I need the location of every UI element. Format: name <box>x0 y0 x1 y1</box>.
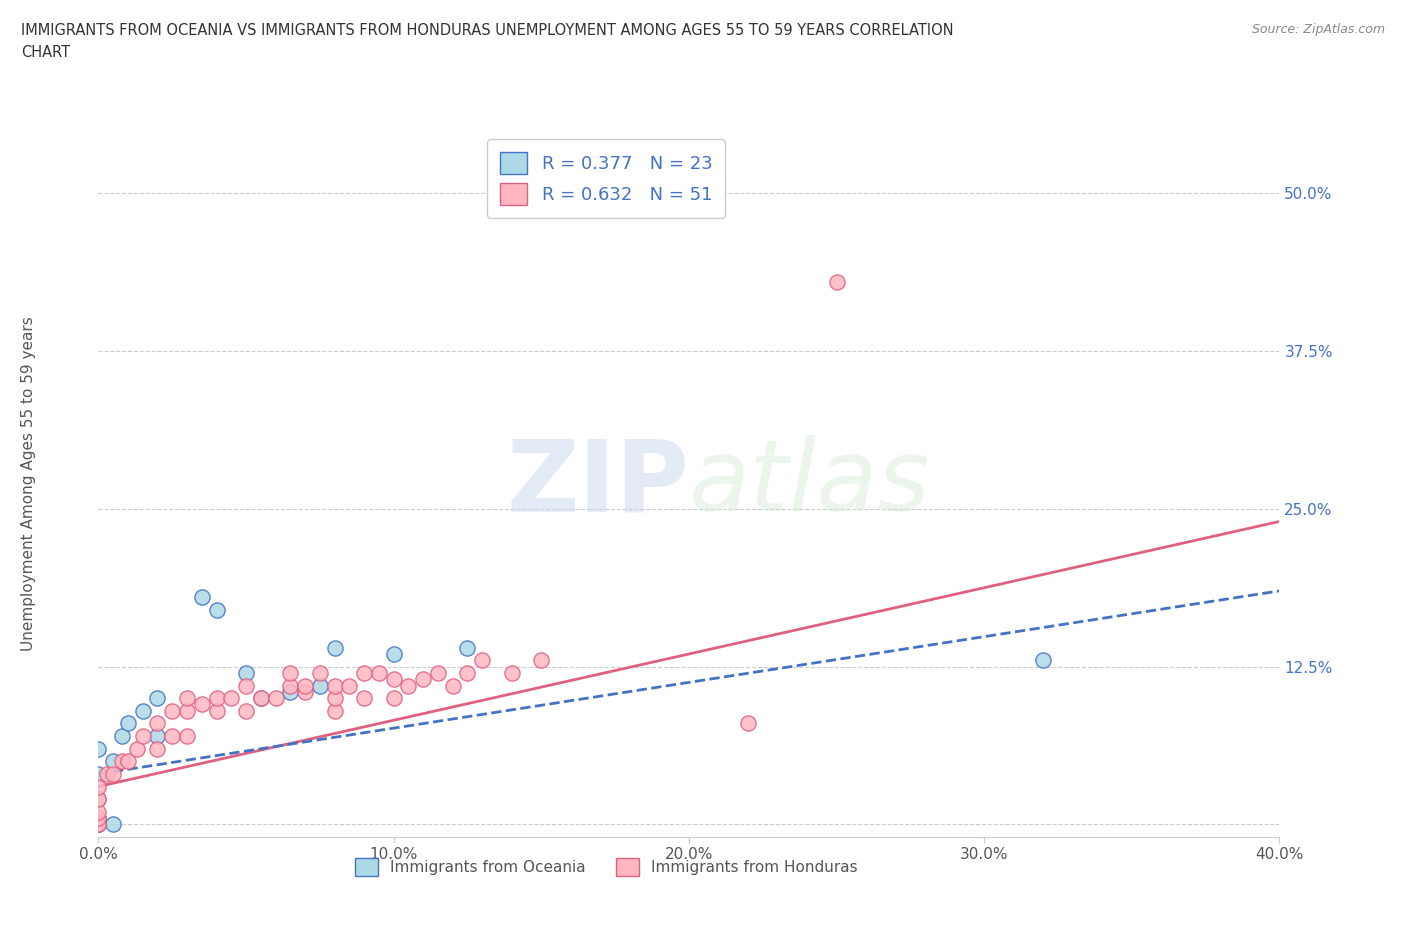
Point <box>457 640 479 655</box>
Point <box>1032 653 1054 668</box>
Point <box>382 646 405 661</box>
Point <box>235 666 257 681</box>
Point <box>117 754 139 769</box>
Point <box>87 779 110 794</box>
Point <box>398 678 420 693</box>
Point <box>294 684 316 699</box>
Point <box>294 678 316 693</box>
Point <box>103 817 125 831</box>
Point <box>441 678 464 693</box>
Text: Source: ZipAtlas.com: Source: ZipAtlas.com <box>1251 23 1385 36</box>
Point <box>87 766 110 781</box>
Point <box>117 716 139 731</box>
Point <box>412 671 434 686</box>
Point <box>825 274 848 289</box>
Point <box>368 666 391 681</box>
Point <box>501 666 523 681</box>
Point <box>162 703 183 718</box>
Point <box>250 691 273 706</box>
Legend: Immigrants from Oceania, Immigrants from Honduras: Immigrants from Oceania, Immigrants from… <box>349 852 863 883</box>
Text: atlas: atlas <box>689 435 931 532</box>
Text: ZIP: ZIP <box>506 435 689 532</box>
Y-axis label: Unemployment Among Ages 55 to 59 years: Unemployment Among Ages 55 to 59 years <box>21 316 37 651</box>
Point <box>382 691 405 706</box>
Point <box>191 590 214 604</box>
Point <box>264 691 287 706</box>
Point <box>96 766 118 781</box>
Point <box>339 678 361 693</box>
Point <box>737 716 759 731</box>
Point <box>111 728 134 743</box>
Point <box>132 728 155 743</box>
Point <box>111 754 134 769</box>
Point <box>146 716 169 731</box>
Text: IMMIGRANTS FROM OCEANIA VS IMMIGRANTS FROM HONDURAS UNEMPLOYMENT AMONG AGES 55 T: IMMIGRANTS FROM OCEANIA VS IMMIGRANTS FR… <box>21 23 953 60</box>
Point <box>323 640 346 655</box>
Point <box>530 653 553 668</box>
Point <box>309 678 332 693</box>
Point <box>87 741 110 756</box>
Point <box>309 666 332 681</box>
Point <box>176 691 198 706</box>
Point <box>205 691 228 706</box>
Point <box>87 817 110 831</box>
Point <box>176 728 198 743</box>
Point <box>205 603 228 618</box>
Point <box>323 703 346 718</box>
Point <box>132 703 155 718</box>
Point <box>87 817 110 831</box>
Point <box>280 666 302 681</box>
Point <box>323 678 346 693</box>
Point <box>176 703 198 718</box>
Point <box>87 804 110 819</box>
Point <box>103 754 125 769</box>
Point <box>87 817 110 831</box>
Point <box>471 653 494 668</box>
Point <box>427 666 450 681</box>
Point <box>191 698 214 712</box>
Point <box>353 666 375 681</box>
Point <box>146 741 169 756</box>
Point <box>205 703 228 718</box>
Point <box>353 691 375 706</box>
Point <box>323 691 346 706</box>
Point <box>280 684 302 699</box>
Point <box>457 666 479 681</box>
Point <box>280 678 302 693</box>
Point <box>103 766 125 781</box>
Point <box>235 678 257 693</box>
Point <box>87 791 110 806</box>
Point <box>87 811 110 826</box>
Point <box>125 741 148 756</box>
Point <box>87 811 110 826</box>
Point <box>382 671 405 686</box>
Point <box>235 703 257 718</box>
Point <box>221 691 243 706</box>
Point <box>87 791 110 806</box>
Point <box>87 817 110 831</box>
Point <box>162 728 183 743</box>
Point <box>146 728 169 743</box>
Point <box>250 691 273 706</box>
Point <box>146 691 169 706</box>
